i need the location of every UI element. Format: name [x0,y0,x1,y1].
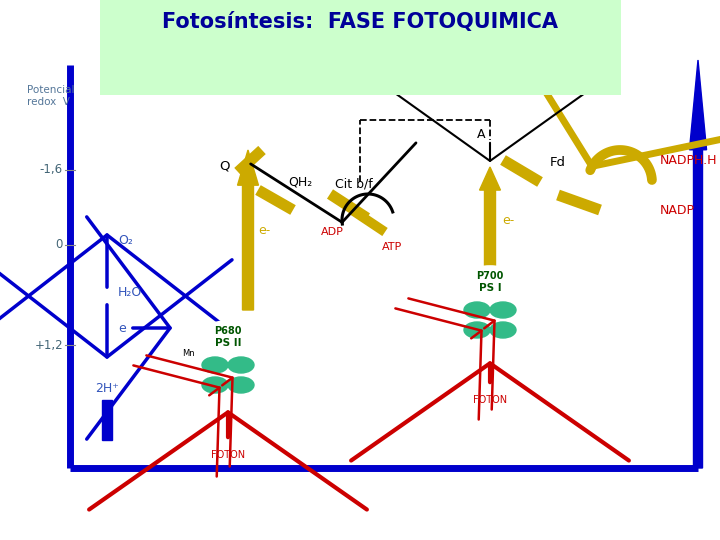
FancyArrow shape [690,60,706,468]
Text: P700: P700 [477,271,504,281]
Bar [102,400,112,440]
Text: Q: Q [219,159,229,172]
Ellipse shape [202,357,228,373]
Ellipse shape [490,322,516,338]
Text: NADP: NADP [660,204,695,217]
Text: PS II: PS II [215,338,241,348]
Text: H₂O: H₂O [118,286,143,299]
Circle shape [175,340,201,366]
Text: e-: e- [502,213,514,226]
Text: Cit b/f: Cit b/f [335,178,373,191]
Ellipse shape [202,377,228,393]
Text: FOTON: FOTON [473,395,507,405]
Text: Fotosíntesis:  FASE FOTOQUIMICA: Fotosíntesis: FASE FOTOQUIMICA [162,12,558,32]
Text: Mn: Mn [181,348,194,357]
Text: Fd: Fd [550,156,566,168]
Text: redox  V: redox V [27,97,70,107]
Text: P680: P680 [215,326,242,336]
Text: e: e [118,321,126,334]
FancyArrow shape [480,167,500,272]
Text: +1,2: +1,2 [35,339,63,352]
Ellipse shape [464,322,490,338]
Ellipse shape [490,302,516,318]
Text: 0: 0 [55,239,63,252]
Text: O₂: O₂ [118,233,133,246]
Text: -1,6: -1,6 [40,164,63,177]
Text: ADP: ADP [320,227,343,237]
Text: PS I: PS I [479,283,501,293]
Text: NADPH.H: NADPH.H [660,153,718,166]
Ellipse shape [198,321,258,353]
Text: e-: e- [258,224,270,237]
Text: QH₂: QH₂ [288,176,312,188]
Text: Potencial: Potencial [27,85,74,95]
Ellipse shape [228,377,254,393]
Ellipse shape [228,357,254,373]
Text: 2H⁺: 2H⁺ [95,381,119,395]
Text: A: A [477,127,485,140]
Ellipse shape [460,266,520,298]
Text: FOTON: FOTON [211,450,245,460]
FancyArrow shape [238,150,258,310]
Text: ATP: ATP [382,242,402,252]
Ellipse shape [464,302,490,318]
